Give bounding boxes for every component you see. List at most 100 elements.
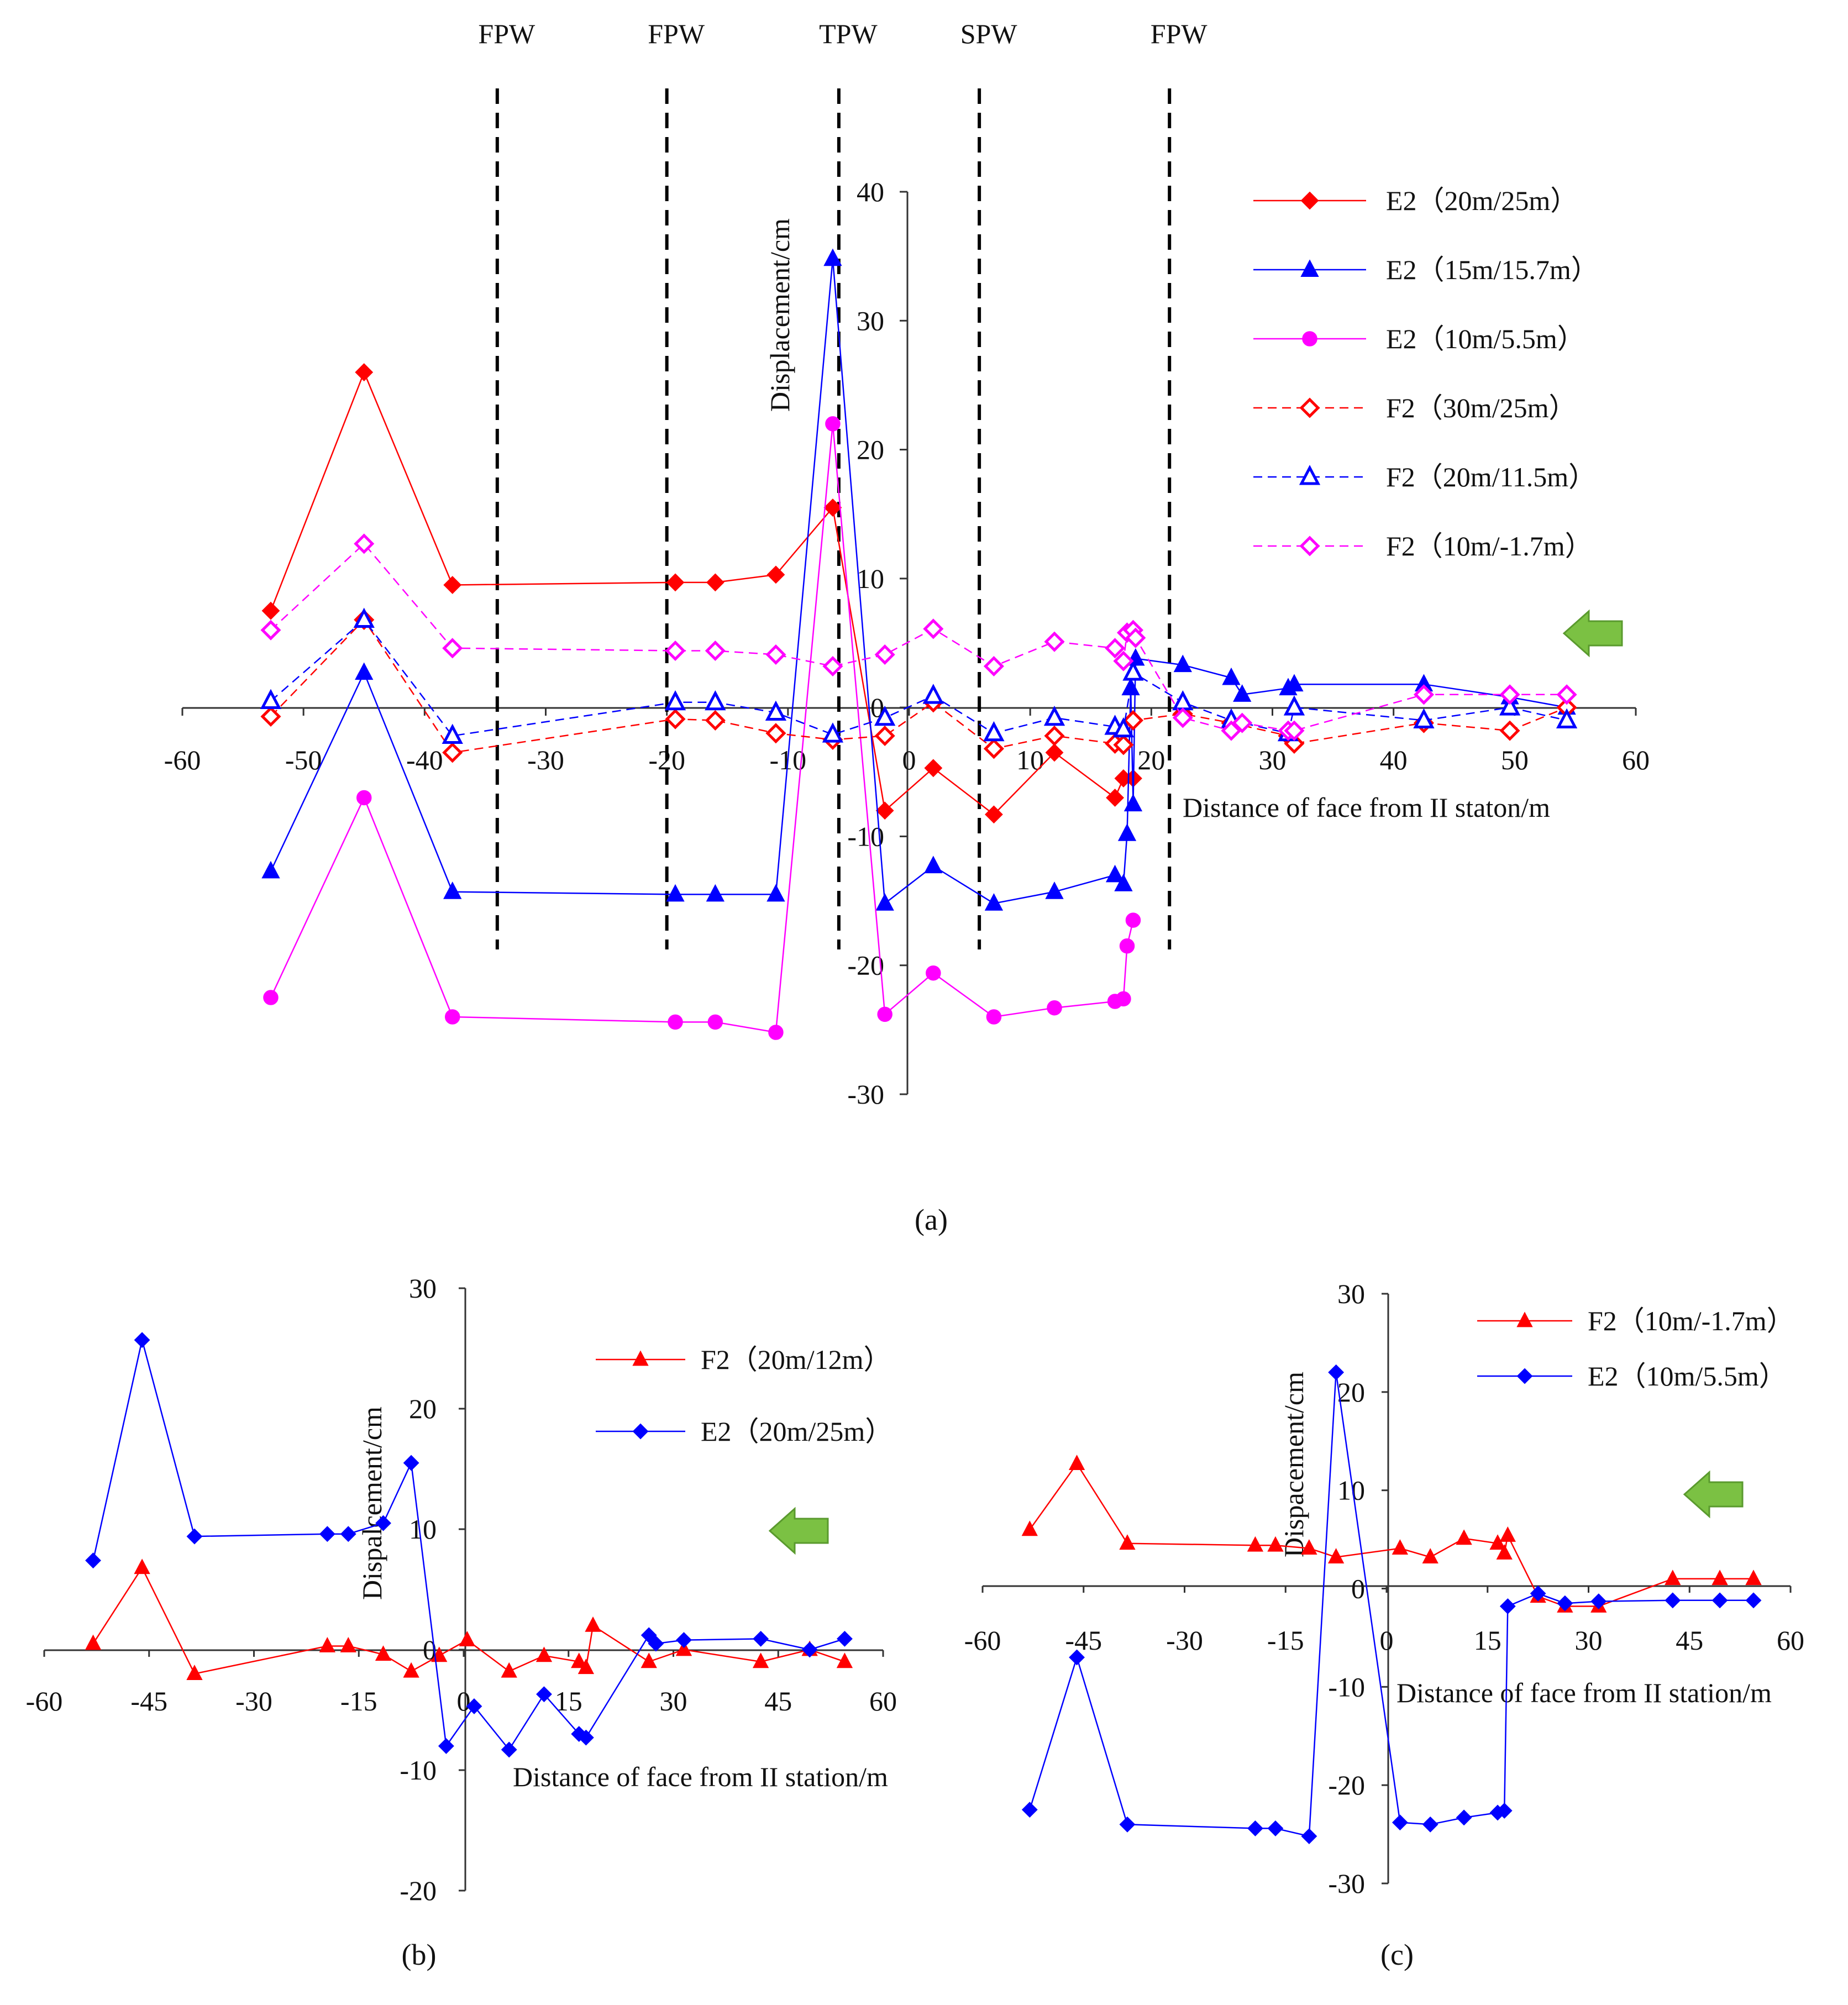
data-point <box>261 860 280 879</box>
legend-marker <box>632 1423 649 1440</box>
data-point <box>1556 684 1577 705</box>
data-point <box>1327 1548 1345 1563</box>
data-point <box>875 801 894 820</box>
data-point <box>466 1698 482 1714</box>
y-tick-label: 20 <box>1337 1377 1365 1408</box>
data-point <box>1172 707 1193 728</box>
data-point <box>1283 695 1305 716</box>
annotation-label: FPW <box>478 18 536 49</box>
x-axis-title: Distance of face from II station/m <box>1397 1677 1772 1708</box>
data-point <box>1745 1570 1762 1586</box>
data-point <box>664 690 686 711</box>
data-point <box>585 1616 601 1632</box>
panel-label: (b) <box>402 1938 437 1971</box>
data-point <box>676 1632 692 1648</box>
data-point <box>1119 938 1135 954</box>
data-point <box>1496 1544 1513 1560</box>
data-point <box>1045 881 1064 899</box>
x-tick-label: 20 <box>1137 744 1165 775</box>
data-point <box>1021 1520 1038 1536</box>
data-point <box>375 1645 392 1661</box>
data-point <box>874 644 895 665</box>
data-point <box>578 1658 595 1675</box>
data-point <box>442 638 463 659</box>
panel-label: (c) <box>1380 1938 1414 1971</box>
y-tick-label: -30 <box>1328 1868 1365 1899</box>
data-point <box>260 706 281 727</box>
data-point <box>1221 720 1242 741</box>
data-point <box>924 855 943 874</box>
data-point <box>1106 789 1124 807</box>
data-point <box>1125 912 1141 928</box>
legend-label: E2（10m/5.5m） <box>1386 323 1585 354</box>
data-point <box>1301 1828 1317 1845</box>
legend-marker <box>1516 1311 1533 1327</box>
x-tick-label: 60 <box>869 1686 897 1717</box>
data-point <box>1499 1526 1516 1542</box>
data-point <box>1172 690 1194 711</box>
data-point <box>340 1637 356 1652</box>
data-point <box>705 710 726 731</box>
data-point <box>1556 708 1578 728</box>
series-line-3 <box>270 423 1134 1033</box>
panel-b-chart: -60 -45 -30 -15 0 15 30 45 60-20-100102030Distan… <box>26 1273 897 1971</box>
data-point <box>459 1631 475 1646</box>
data-point <box>1233 684 1252 702</box>
data-point <box>1044 631 1065 652</box>
y-axis-title: Dispacement/cm <box>1278 1372 1309 1557</box>
data-point <box>1456 1529 1472 1545</box>
data-point <box>1069 1649 1085 1666</box>
y-tick-label: -10 <box>1328 1671 1365 1702</box>
data-point <box>571 1652 587 1668</box>
data-point <box>1712 1570 1728 1586</box>
data-point <box>836 1652 853 1668</box>
data-point <box>1392 1814 1408 1831</box>
data-point <box>134 1332 150 1348</box>
x-tick-label: 0 <box>902 744 916 775</box>
data-point <box>1124 794 1143 812</box>
data-point <box>1113 734 1134 755</box>
series-line-4 <box>270 618 1567 754</box>
series-line-2 <box>1029 1372 1754 1838</box>
x-tick-label: 50 <box>1501 744 1529 775</box>
data-point <box>1422 1816 1439 1833</box>
x-tick-label: 0 <box>457 1686 471 1717</box>
x-axis-title: Distance of face from II station/m <box>513 1761 888 1792</box>
legend-marker <box>1302 331 1317 347</box>
data-point <box>1422 1548 1439 1563</box>
data-point <box>1489 1534 1506 1550</box>
data-point <box>753 1630 769 1647</box>
data-point <box>1499 695 1521 716</box>
data-point <box>263 990 279 1005</box>
data-point <box>665 708 686 729</box>
data-point <box>641 1652 657 1668</box>
data-point <box>501 1662 517 1678</box>
legend-label: F2（10m/-1.7m） <box>1386 531 1593 561</box>
x-tick-label: -15 <box>1267 1625 1304 1656</box>
data-point <box>442 742 463 763</box>
data-point <box>1413 684 1434 705</box>
y-tick-label: -10 <box>400 1755 437 1786</box>
legend-marker <box>1516 1368 1533 1384</box>
y-tick-label: -30 <box>847 1079 884 1110</box>
data-point <box>319 1526 335 1542</box>
data-point <box>706 884 725 902</box>
data-point <box>983 655 1004 677</box>
data-point <box>641 1627 657 1644</box>
data-point <box>354 533 375 554</box>
y-tick-label: 40 <box>857 176 884 207</box>
y-tick-label: 20 <box>409 1393 437 1424</box>
data-point <box>1413 708 1435 728</box>
data-point <box>1116 991 1131 1007</box>
annotation-label: TPW <box>819 18 878 49</box>
series-line-1 <box>1029 1462 1754 1607</box>
legend-marker <box>1300 191 1319 210</box>
x-tick-label: -60 <box>964 1625 1001 1656</box>
data-point <box>983 721 1005 742</box>
data-point <box>1530 1585 1546 1602</box>
data-point <box>438 1738 454 1754</box>
series-line-1 <box>270 370 1133 816</box>
x-tick-label: 45 <box>1676 1625 1703 1656</box>
data-point <box>874 725 895 747</box>
